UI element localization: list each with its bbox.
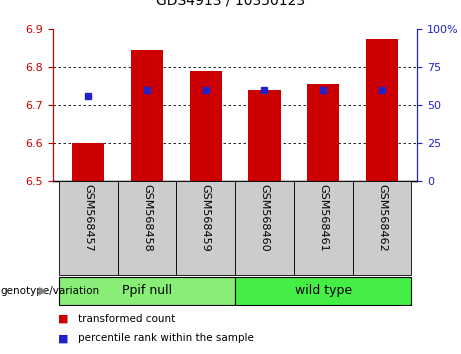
Text: transformed count: transformed count: [78, 314, 176, 324]
Text: GSM568457: GSM568457: [83, 184, 93, 252]
Text: GSM568460: GSM568460: [260, 184, 270, 252]
Bar: [366, 39, 398, 181]
Text: GSM568459: GSM568459: [201, 184, 211, 252]
Text: ■: ■: [58, 333, 68, 343]
Text: percentile rank within the sample: percentile rank within the sample: [78, 333, 254, 343]
Bar: [294, 181, 353, 275]
Bar: [307, 84, 339, 181]
Bar: [131, 50, 163, 181]
Bar: [189, 71, 222, 181]
Bar: [118, 181, 177, 275]
Text: ▶: ▶: [39, 286, 47, 296]
Text: GSM568461: GSM568461: [318, 184, 328, 252]
Text: GSM568458: GSM568458: [142, 184, 152, 252]
Text: wild type: wild type: [295, 284, 352, 297]
Bar: [235, 276, 411, 305]
Bar: [235, 181, 294, 275]
Bar: [59, 181, 118, 275]
Bar: [248, 90, 281, 181]
Bar: [72, 143, 104, 181]
Bar: [353, 181, 411, 275]
Text: Ppif null: Ppif null: [122, 284, 172, 297]
Text: GSM568462: GSM568462: [377, 184, 387, 252]
Text: genotype/variation: genotype/variation: [0, 286, 100, 296]
Bar: [177, 181, 235, 275]
Bar: [59, 276, 235, 305]
Text: ■: ■: [58, 314, 68, 324]
Text: GDS4913 / 10350123: GDS4913 / 10350123: [156, 0, 305, 8]
